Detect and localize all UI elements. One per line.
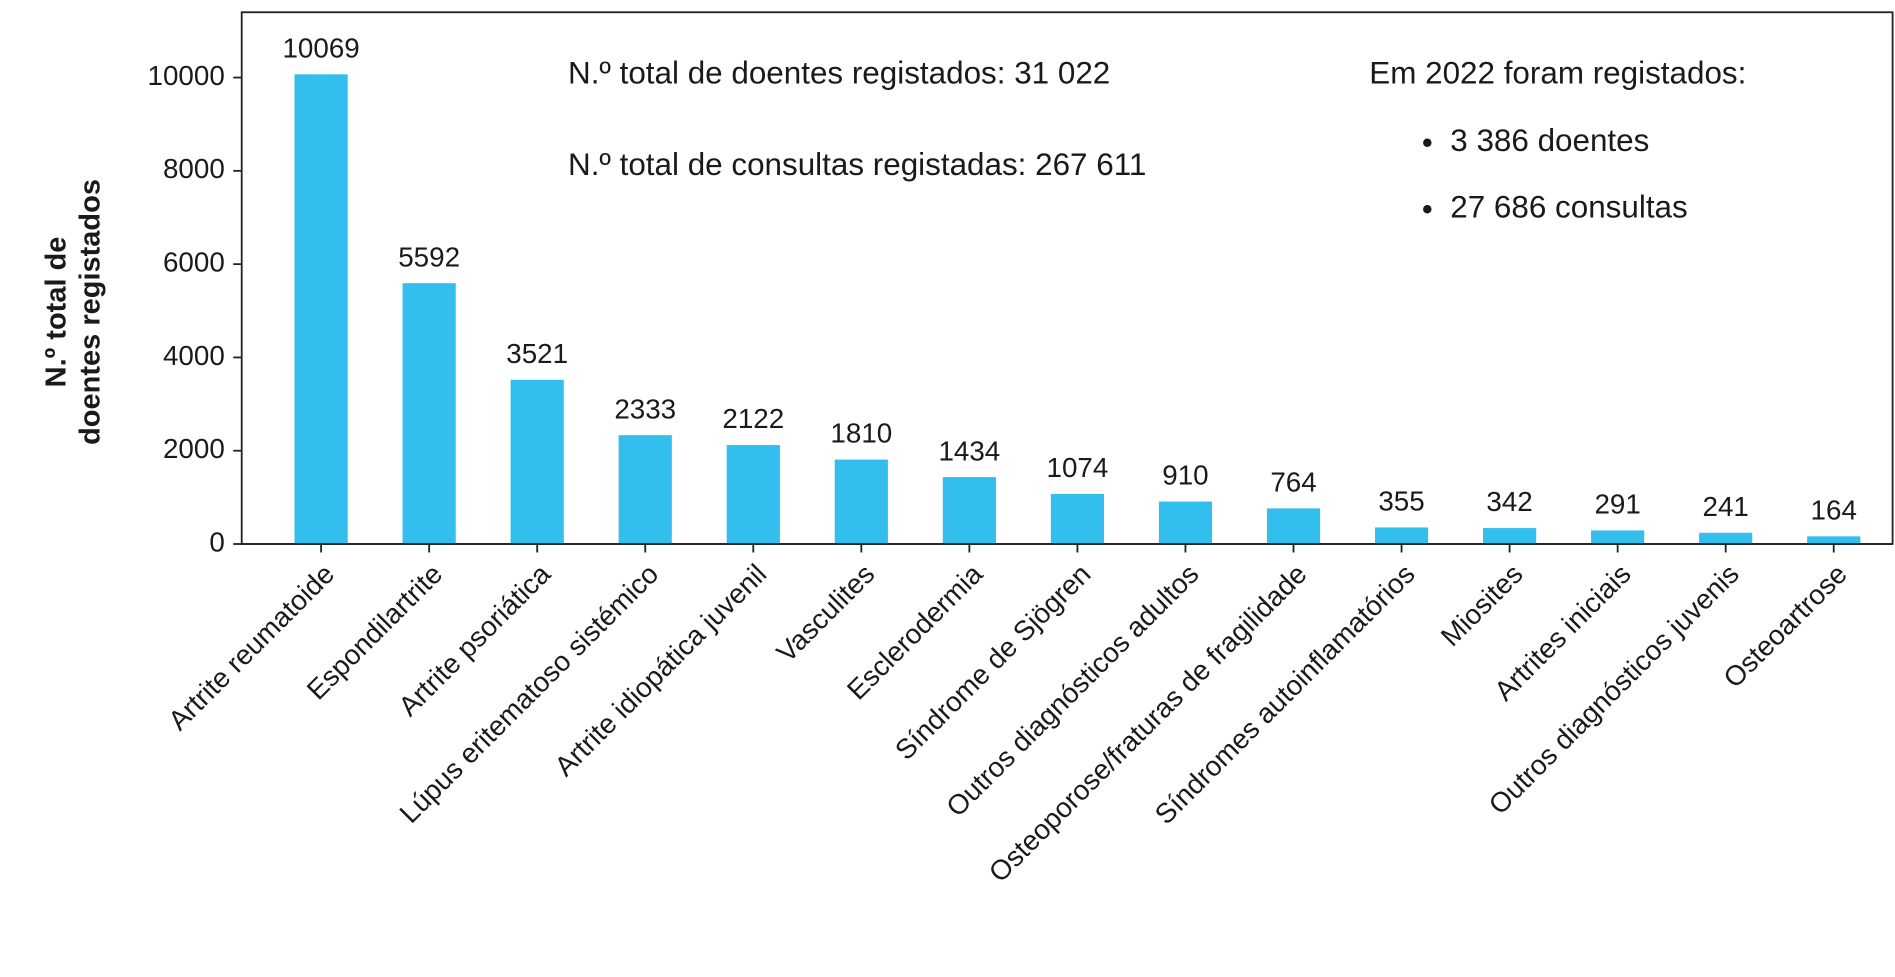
- x-tick-label: Vasculites: [770, 558, 880, 668]
- annotation: Em 2022 foram registados:: [1369, 55, 1746, 90]
- x-tick-label: Síndrome de Sjögren: [889, 558, 1097, 766]
- bar: [1591, 530, 1645, 545]
- value-label: 10069: [282, 33, 359, 64]
- bar: [726, 445, 780, 545]
- x-tick-label: Miosites: [1435, 558, 1529, 652]
- value-label: 342: [1486, 486, 1532, 517]
- bar: [294, 74, 348, 545]
- annotation: N.º total de doentes registados: 31 022: [568, 55, 1110, 90]
- y-axis-label: N.º total de doentes registados: [41, 179, 107, 445]
- bar: [834, 459, 888, 545]
- y-tick-label: 2000: [163, 433, 225, 464]
- annotation: 3 386 doentes: [1450, 123, 1649, 158]
- bar: [1266, 508, 1321, 545]
- bar: [1374, 527, 1429, 545]
- value-label: 3521: [506, 338, 568, 369]
- x-tick-label: Artrite idiopática juvenil: [548, 558, 772, 782]
- value-label: 1434: [938, 435, 1000, 466]
- value-label: 291: [1594, 489, 1640, 520]
- annotation: 27 686 consultas: [1450, 190, 1687, 225]
- annotation: N.º total de consultas registadas: 267 6…: [568, 147, 1146, 182]
- bullet: [1423, 138, 1432, 148]
- value-label: 764: [1270, 467, 1316, 498]
- bar: [942, 477, 996, 545]
- bar: [1158, 501, 1213, 545]
- y-tick-label: 6000: [163, 246, 225, 277]
- bar: [510, 379, 564, 545]
- y-axis-label-line: doentes registados: [75, 179, 107, 445]
- value-label: 910: [1162, 460, 1208, 491]
- value-label: 164: [1811, 495, 1857, 526]
- bar: [1050, 493, 1105, 545]
- x-tick-label: Artrite reumatoide: [162, 558, 340, 736]
- value-label: 2122: [722, 403, 784, 434]
- bullet: [1423, 205, 1432, 214]
- y-tick-label: 10000: [148, 60, 225, 91]
- value-label: 5592: [398, 241, 460, 272]
- value-label: 355: [1378, 486, 1424, 517]
- y-tick-label: 8000: [163, 153, 225, 184]
- value-label: 1810: [830, 418, 892, 449]
- value-label: 2333: [614, 393, 676, 424]
- bar: [1807, 536, 1861, 545]
- bar: [1483, 528, 1537, 545]
- y-axis-label-line: N.º total de: [41, 237, 73, 388]
- y-tick-label: 4000: [163, 340, 225, 371]
- bar: [618, 435, 672, 545]
- bar: [1699, 532, 1753, 545]
- y-tick-label: 0: [209, 526, 224, 557]
- value-label: 241: [1703, 491, 1749, 522]
- value-label: 1074: [1047, 452, 1109, 483]
- bar: [402, 283, 456, 545]
